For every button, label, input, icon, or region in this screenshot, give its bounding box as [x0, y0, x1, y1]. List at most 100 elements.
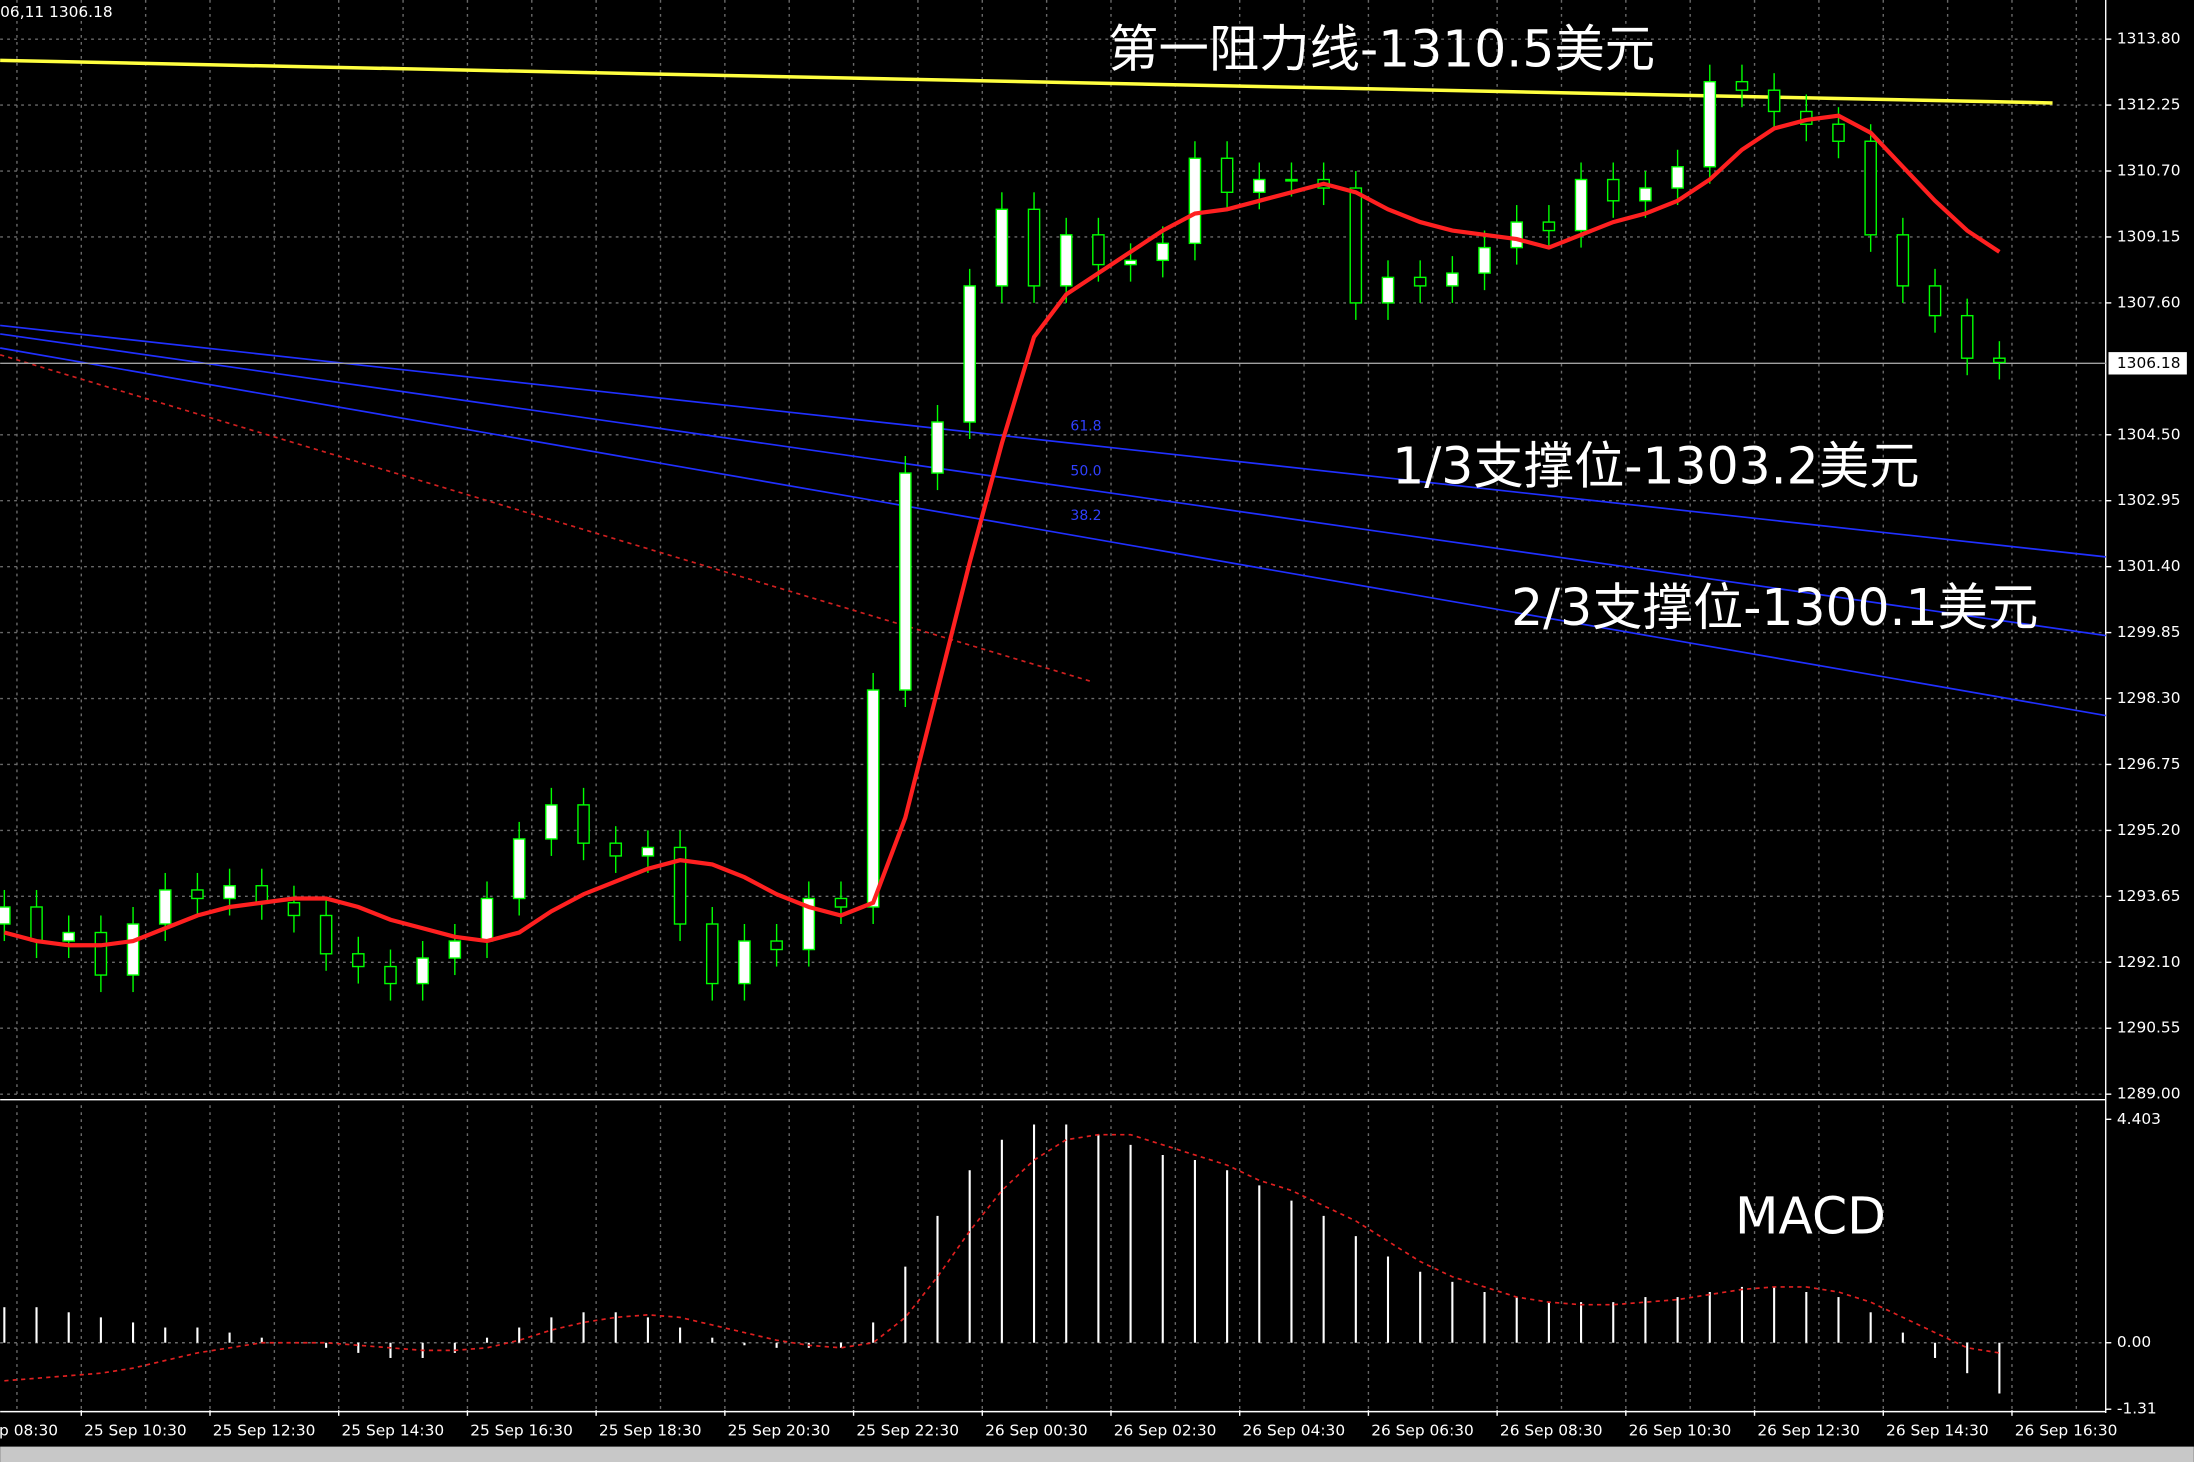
candle-body	[384, 965, 397, 985]
candle-body	[0, 906, 11, 925]
candle-body	[1832, 123, 1845, 142]
candle-body	[545, 804, 558, 840]
candle-body	[1606, 178, 1620, 202]
candle-body	[1124, 259, 1137, 266]
y-tick-label: 1301.40	[2117, 557, 2181, 575]
candle-body	[1156, 242, 1170, 262]
annotation: 2/3支撑位-1300.1美元	[1511, 578, 2038, 637]
candle-body	[1542, 221, 1556, 232]
candle-body	[1285, 178, 1298, 182]
x-tick-label: 25 Sep 20:30	[728, 1422, 831, 1440]
candle-body	[287, 902, 301, 917]
trend-line	[0, 324, 2106, 558]
candle-body	[1574, 178, 1588, 232]
y-tick-label: 1312.25	[2117, 96, 2181, 114]
candle-body	[352, 953, 365, 968]
y-tick-label: 1295.20	[2117, 821, 2181, 839]
y-tick-label: 1296.75	[2117, 755, 2181, 773]
candle-body	[1446, 272, 1459, 287]
candle-body	[641, 846, 655, 857]
header: 06,11 1306.18	[0, 3, 112, 21]
candle-body	[866, 689, 880, 908]
candle-body	[512, 838, 526, 900]
y-tick-label: 1298.30	[2117, 689, 2181, 707]
x-tick-label: 25 Sep 08:30	[0, 1422, 58, 1440]
y-tick-label: 1293.65	[2117, 887, 2181, 905]
candle-body	[30, 906, 43, 942]
y-tick-label: 1307.60	[2117, 293, 2181, 311]
candle-body	[1735, 80, 1749, 91]
fib-label: 50.0	[1070, 463, 1101, 479]
candle-body	[738, 940, 751, 985]
candle-body	[609, 842, 623, 857]
candle-body	[834, 897, 848, 908]
x-tick-label: 25 Sep 18:30	[599, 1422, 702, 1440]
candle-body	[1188, 157, 1202, 245]
plot: 61.8 50.0 38.2	[0, 58, 2106, 1394]
candle-body	[770, 940, 783, 951]
x-tick-label: 26 Sep 04:30	[1243, 1422, 1346, 1440]
x-tick-label: 26 Sep 14:30	[1886, 1422, 1989, 1440]
trend-line	[0, 333, 2106, 637]
x-tick-label: 26 Sep 10:30	[1629, 1422, 1732, 1440]
current-price-label: 1306.18	[2117, 354, 2181, 372]
y-tick-label: 1313.80	[2117, 30, 2181, 48]
candle-body	[1220, 157, 1234, 193]
y-tick-label: 1304.50	[2117, 425, 2181, 443]
candle-body	[899, 472, 912, 691]
current-price-tag	[2108, 352, 2187, 375]
macd-title: MACD	[1735, 1186, 1886, 1245]
candle-body	[1510, 221, 1524, 249]
candle-body	[1703, 80, 1717, 168]
candle-body	[1896, 234, 1910, 287]
tab-bar	[0, 1446, 2194, 1462]
candle-body	[931, 421, 944, 474]
x-tick-label: 25 Sep 12:30	[213, 1422, 316, 1440]
candle-body	[191, 889, 204, 900]
candle-body	[94, 931, 108, 976]
macd-tick-label: 4.403	[2117, 1110, 2161, 1128]
x-tick-label: 25 Sep 16:30	[470, 1422, 573, 1440]
fib-label: 38.2	[1070, 508, 1101, 524]
moving-average	[3, 113, 2001, 948]
candle-body	[963, 285, 976, 423]
y-tick-label: 1292.10	[2117, 953, 2181, 971]
macd-signal	[4, 1133, 2000, 1382]
candle-body	[1928, 285, 1942, 317]
candle-body	[126, 923, 140, 976]
x-tick-label: 26 Sep 00:30	[985, 1422, 1088, 1440]
candle-body	[1478, 246, 1491, 274]
candle-body	[802, 897, 816, 951]
candle-body	[480, 897, 494, 942]
trend-line	[0, 347, 2106, 717]
macd-tick-label: -1.31	[2117, 1400, 2157, 1418]
candle-body	[1252, 178, 1266, 193]
x-tick-label: 26 Sep 08:30	[1500, 1422, 1603, 1440]
candle-body	[995, 208, 1009, 287]
candle-body	[1960, 314, 1974, 359]
candle-body	[1864, 140, 1877, 236]
candle-body	[1767, 89, 1781, 113]
x-tick-label: 25 Sep 14:30	[342, 1422, 445, 1440]
x-tick-label: 26 Sep 16:30	[2015, 1422, 2118, 1440]
candle-body	[448, 940, 462, 959]
y-tick-label: 1310.70	[2117, 162, 2181, 180]
y-tick-label: 1302.95	[2117, 491, 2181, 509]
x-tick-label: 25 Sep 10:30	[84, 1422, 187, 1440]
candle-body	[158, 889, 172, 925]
x-tick-label: 26 Sep 12:30	[1757, 1422, 1860, 1440]
candle-body	[1671, 166, 1684, 189]
candle-body	[319, 914, 333, 955]
candle-body	[1639, 187, 1652, 202]
candle-body	[1993, 357, 2006, 364]
annotation: 第一阻力线-1310.5美元	[1108, 20, 1655, 79]
candle-body	[1349, 187, 1363, 304]
candle-body	[416, 957, 429, 985]
candle-body	[577, 804, 590, 844]
candle-body	[1092, 234, 1105, 266]
candle-body	[223, 885, 236, 900]
annotation: 1/3支撑位-1303.2美元	[1392, 437, 1919, 496]
candle-body	[1381, 276, 1395, 304]
fib-label: 61.8	[1070, 419, 1101, 435]
